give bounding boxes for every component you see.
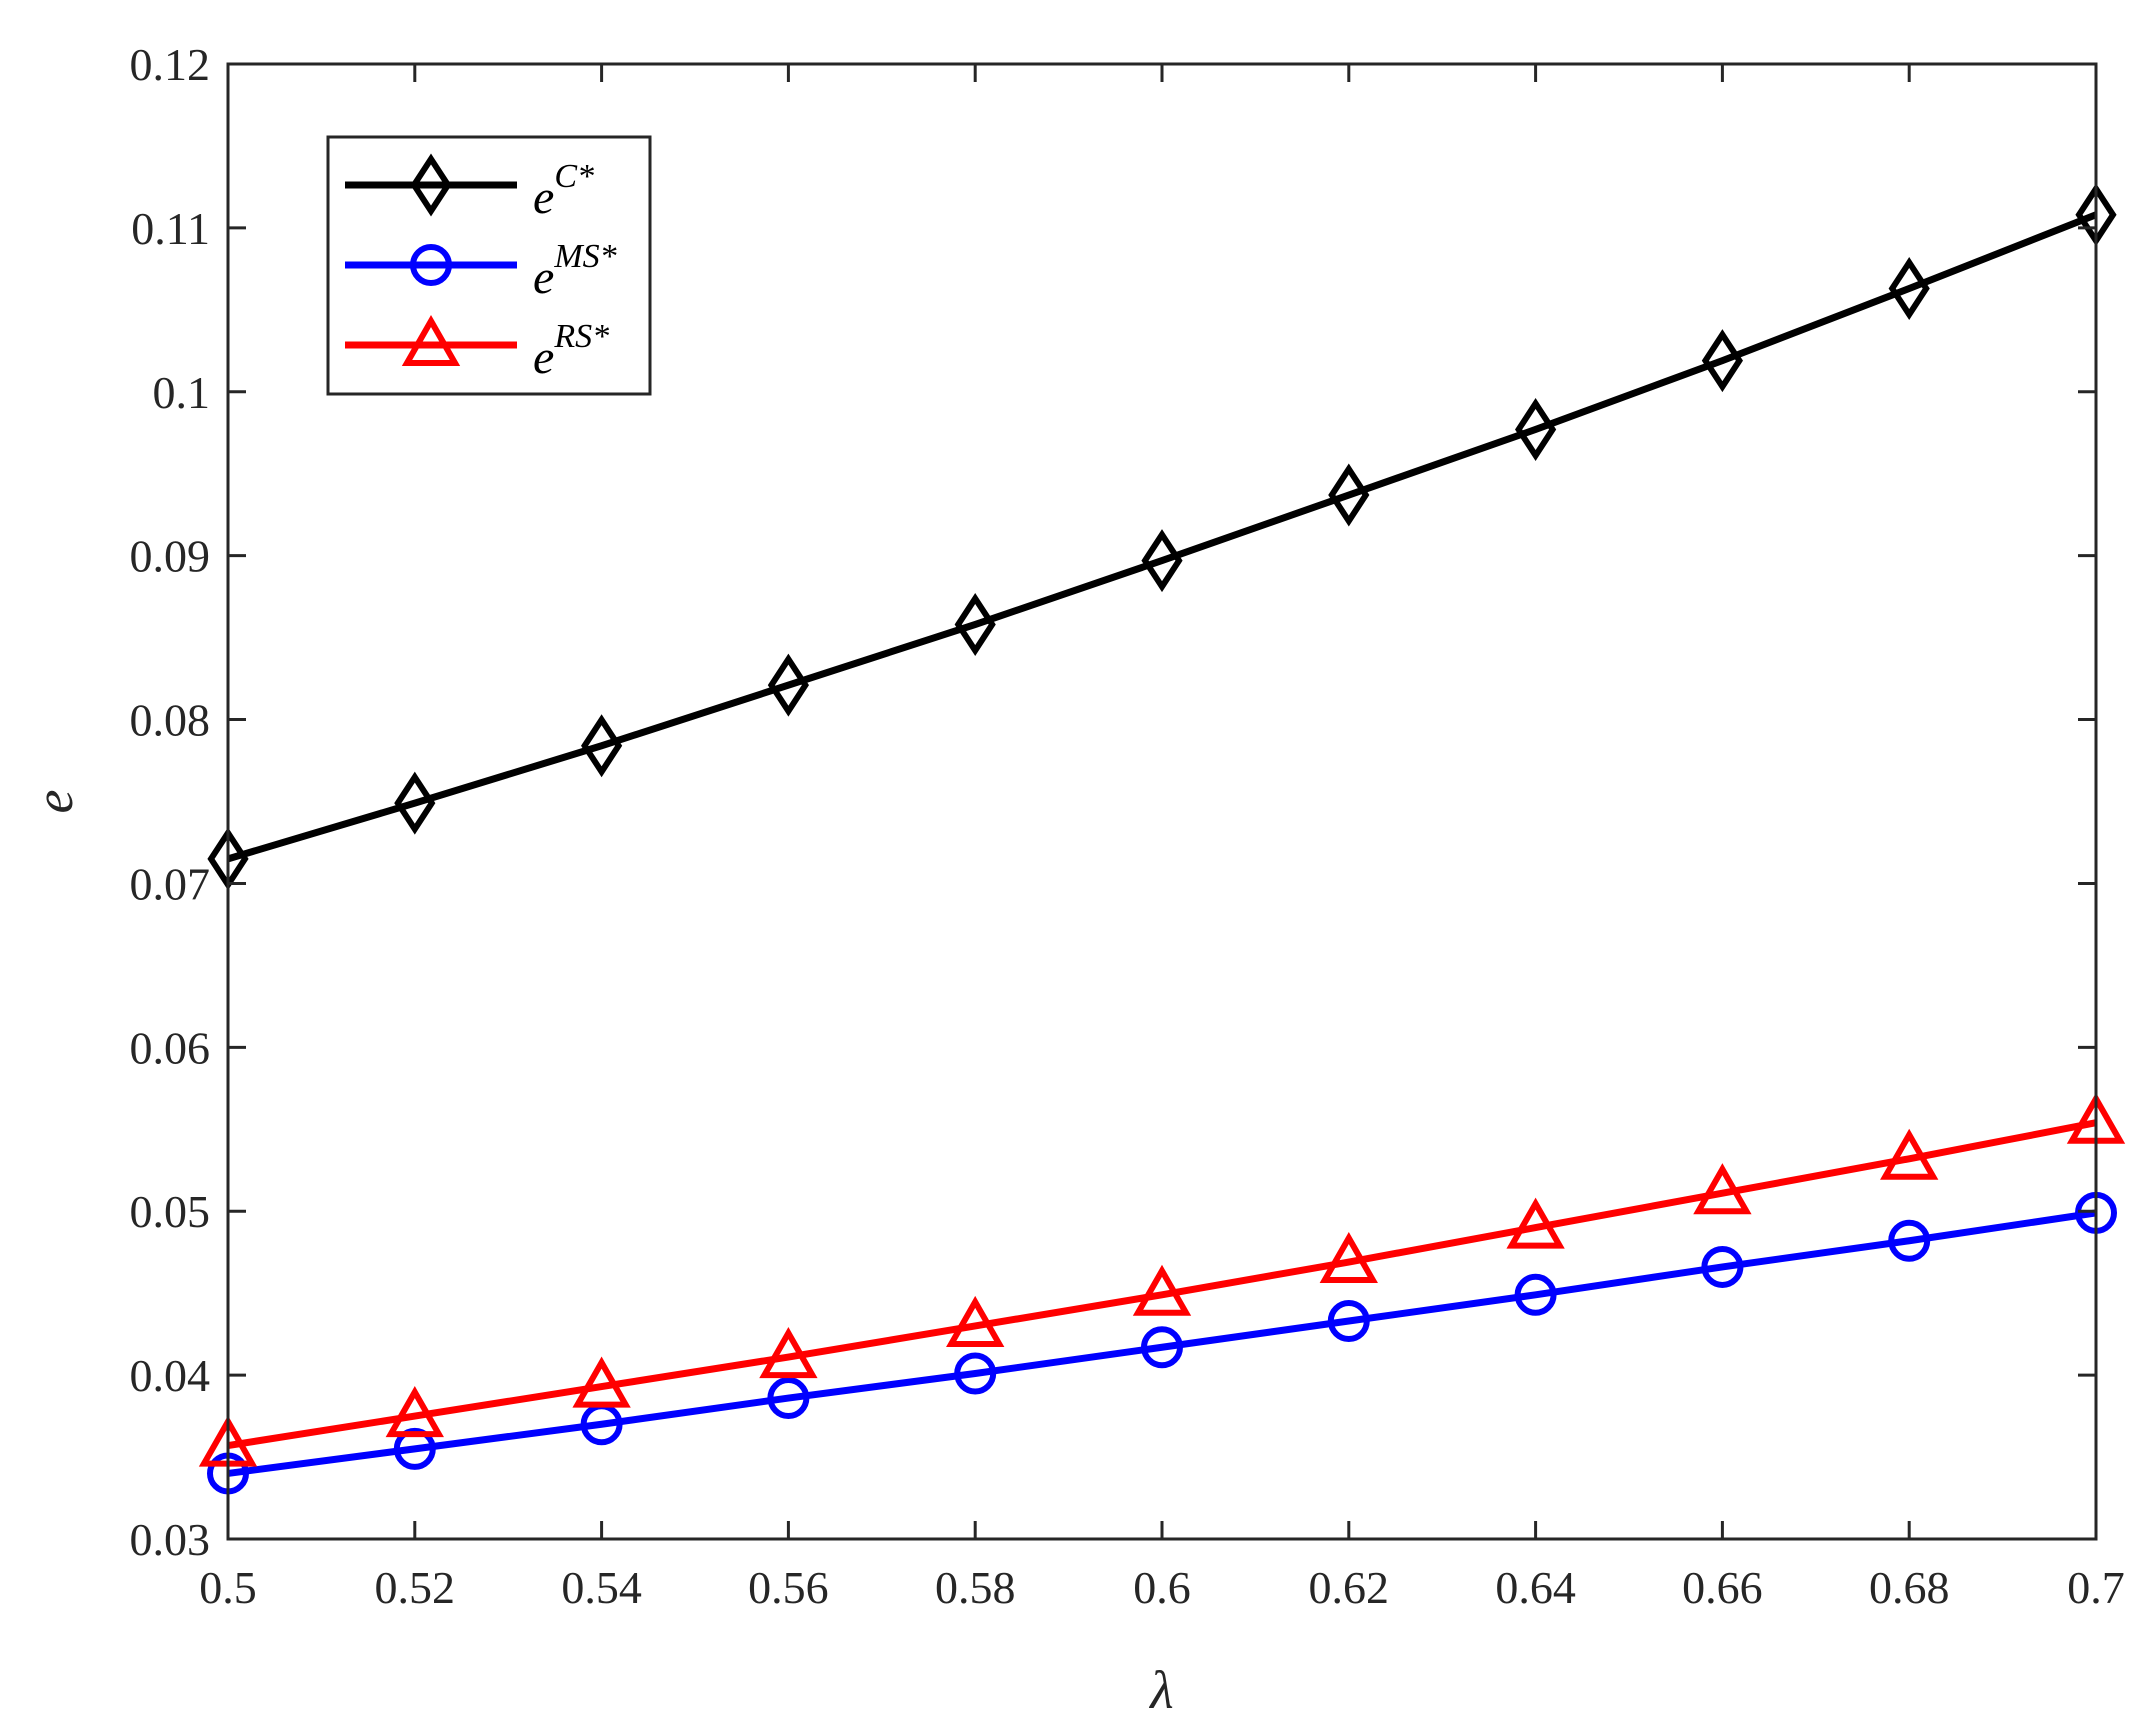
data-point xyxy=(1319,1231,1378,1284)
x-tick-label: 0.7 xyxy=(2067,1562,2125,1613)
series-line xyxy=(227,1119,2097,1450)
x-tick-label: 0.6 xyxy=(1133,1562,1191,1613)
y-tick-label: 0.1 xyxy=(153,367,211,418)
legend-marker xyxy=(410,153,452,217)
x-tick-label: 0.5 xyxy=(199,1562,257,1613)
x-tick-label: 0.58 xyxy=(935,1562,1016,1613)
data-point xyxy=(1328,463,1370,527)
y-tick-label: 0.12 xyxy=(130,39,211,90)
x-tick-label: 0.64 xyxy=(1495,1562,1576,1613)
data-point xyxy=(1888,1219,1931,1262)
data-point xyxy=(954,593,996,656)
series-line xyxy=(226,211,2098,863)
y-tick-label: 0.04 xyxy=(130,1350,211,1401)
series-line xyxy=(227,1209,2097,1477)
data-point xyxy=(1327,1300,1370,1343)
legend-entry: eC* xyxy=(345,153,594,224)
plot-area xyxy=(198,183,2126,1495)
data-point xyxy=(1880,1128,1939,1180)
data-point xyxy=(1693,1163,1752,1215)
y-tick-label: 0.03 xyxy=(130,1514,211,1565)
axes: 0.5 0.52 0.54 0.56 0.58 0.6 0.62 0.64 0.66 0.68 0.… xyxy=(24,39,2125,1720)
data-point xyxy=(1132,1264,1192,1316)
series-rs-star xyxy=(198,1092,2126,1467)
data-point xyxy=(1701,1245,1744,1288)
y-tick-label: 0.07 xyxy=(130,858,211,909)
legend-marker xyxy=(410,244,452,286)
data-point xyxy=(385,1386,444,1438)
data-point xyxy=(1141,529,1183,593)
x-tick-label: 0.66 xyxy=(1682,1562,1763,1613)
legend-label: eRS* xyxy=(533,318,609,384)
data-point xyxy=(1141,1326,1183,1369)
legend-entry: eMS* xyxy=(345,238,617,304)
x-tick-label: 0.62 xyxy=(1309,1562,1390,1613)
x-tick-label: 0.54 xyxy=(561,1562,642,1613)
y-tick-label: 0.11 xyxy=(131,203,210,254)
legend-label-base: e xyxy=(533,251,554,304)
legend-label-base: e xyxy=(533,171,554,224)
data-point xyxy=(1515,397,1557,461)
y-tick-label: 0.08 xyxy=(130,695,211,746)
legend-label-base: e xyxy=(533,331,554,384)
y-axis-title: e xyxy=(24,790,84,814)
data-point xyxy=(1514,1273,1557,1316)
data-point xyxy=(767,1377,810,1420)
legend-label-superscript: C* xyxy=(554,158,594,195)
y-tick-label: 0.05 xyxy=(130,1186,211,1237)
legend-label: eMS* xyxy=(533,238,617,304)
y-tick-label: 0.09 xyxy=(130,531,211,582)
legend-label: eC* xyxy=(533,158,594,224)
data-point xyxy=(394,771,436,835)
data-point xyxy=(393,1427,436,1470)
data-point xyxy=(1506,1197,1565,1249)
legend-entry: eRS* xyxy=(345,314,609,384)
data-point xyxy=(1701,329,1743,393)
data-point xyxy=(581,714,623,778)
y-tick-label: 0.06 xyxy=(130,1022,211,1073)
x-axis-title: λ xyxy=(1148,1660,1173,1720)
data-point xyxy=(767,653,809,717)
data-point xyxy=(946,1295,1005,1347)
x-tick-label: 0.56 xyxy=(748,1562,829,1613)
x-tick-label: 0.68 xyxy=(1869,1562,1950,1613)
legend-label-superscript: RS* xyxy=(553,318,609,355)
series-c-star xyxy=(207,183,2117,891)
data-point xyxy=(572,1356,631,1408)
legend-label-superscript: MS* xyxy=(553,238,616,275)
data-point xyxy=(954,1352,997,1395)
legend-marker xyxy=(401,314,461,366)
data-point xyxy=(759,1327,818,1379)
legend: eC*eMS*eRS* xyxy=(326,135,652,396)
x-tick-label: 0.52 xyxy=(375,1562,456,1613)
data-point xyxy=(1888,257,1930,321)
